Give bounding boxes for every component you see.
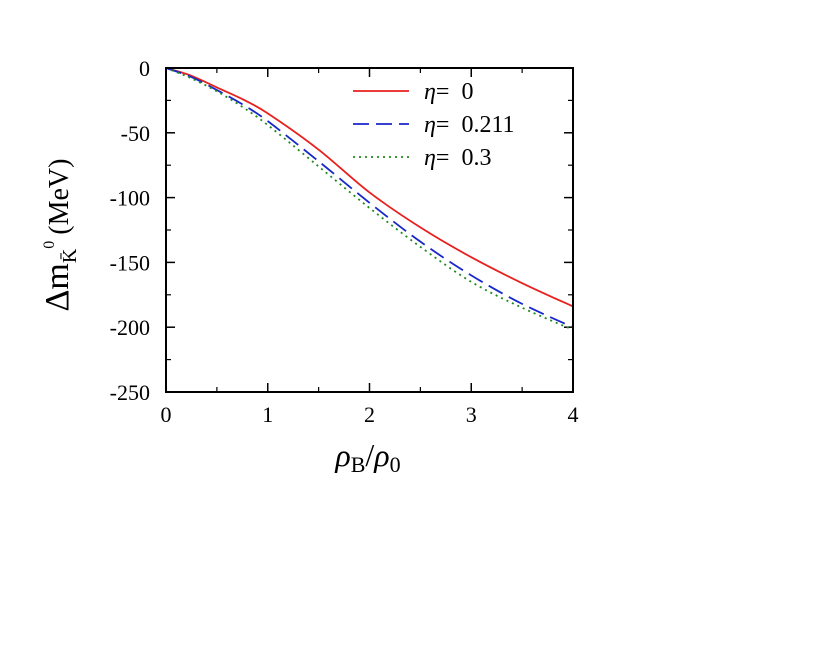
x-tick-label: 2	[364, 402, 375, 427]
series-line-3	[165, 67, 574, 331]
y-axis-subscript: K̄	[59, 248, 81, 263]
series-layer	[165, 67, 574, 331]
y-tick-label: -100	[110, 186, 150, 211]
legend-eta-symbol: η	[424, 145, 436, 171]
series-line-1	[165, 67, 574, 308]
y-tick-label: 0	[139, 56, 150, 81]
y-axis-unit: (MeV)	[44, 159, 75, 235]
legend-value: = 0	[436, 79, 474, 105]
x-axis-rho: ρ	[334, 437, 350, 473]
legend-eta-symbol: η	[424, 79, 436, 105]
x-axis-rho-0: ρ	[373, 437, 389, 473]
tick-labels: 0 1 2 3 4 0 -50 -100 -150 -200 -250	[110, 56, 579, 427]
x-tick-label: 3	[466, 402, 477, 427]
x-axis-title: ρB/ρ0	[334, 437, 400, 477]
y-tick-label: -150	[110, 250, 150, 275]
x-axis-subscript-b: B	[351, 452, 366, 477]
x-axis-slash: /	[365, 437, 374, 473]
series-line-2	[165, 67, 574, 329]
y-tick-label: -250	[110, 380, 150, 405]
y-tick-label: -50	[121, 121, 150, 146]
x-tick-label: 1	[262, 402, 273, 427]
plot-frame	[165, 67, 574, 393]
y-axis-title: ΔmK̄0 (MeV)	[39, 159, 81, 312]
legend-label-2: η= 0.211	[424, 112, 515, 138]
legend-label-3: η= 0.3	[424, 145, 491, 171]
legend-label-1: η= 0	[424, 79, 473, 105]
x-tick-label: 4	[568, 402, 579, 427]
x-axis-subscript-0: 0	[390, 452, 401, 477]
y-axis-delta-m: Δm	[39, 263, 76, 311]
legend-value: = 0.3	[436, 145, 492, 171]
legend-eta-symbol: η	[424, 112, 436, 138]
x-tick-label: 0	[161, 402, 172, 427]
y-tick-label: -200	[110, 315, 150, 340]
y-axis-superscript: 0	[41, 241, 58, 249]
legend-value: = 0.211	[436, 112, 515, 138]
